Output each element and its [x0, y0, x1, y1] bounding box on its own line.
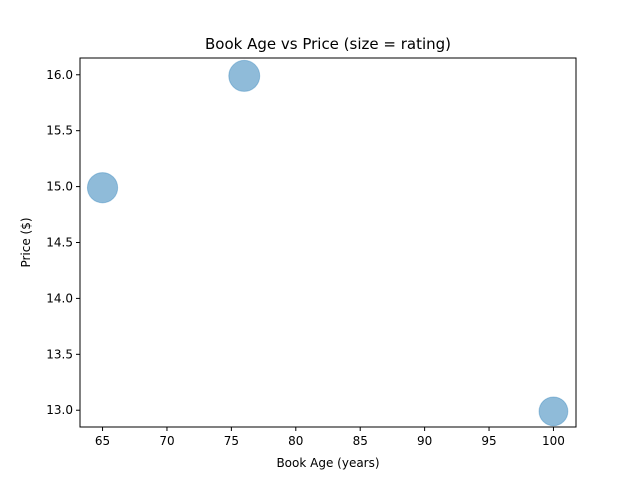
y-tick-label: 13.5	[46, 347, 73, 361]
chart-title: Book Age vs Price (size = rating)	[205, 35, 451, 53]
x-tick-label: 75	[224, 434, 239, 448]
axes-frame	[79, 57, 577, 428]
y-tick-label: 15.0	[46, 180, 73, 194]
plot-area	[86, 59, 569, 427]
y-axis-ticks: 13.0 13.5 14.0 14.5 15.0 15.5 16.0	[46, 68, 80, 417]
x-axis-label: Book Age (years)	[276, 456, 379, 470]
y-axis-label: Price ($)	[19, 217, 33, 267]
y-tick-label: 16.0	[46, 68, 73, 82]
x-tick-label: 70	[159, 434, 174, 448]
scatter-point	[86, 172, 119, 204]
x-tick-label: 80	[288, 434, 303, 448]
y-tick-label: 15.5	[46, 124, 73, 138]
x-tick-label: 65	[95, 434, 110, 448]
y-tick-label: 13.0	[46, 403, 73, 417]
y-tick-label: 14.5	[46, 236, 73, 250]
x-axis-ticks: 65 70 75 80 85 90 95 100	[95, 427, 565, 448]
x-tick-label: 90	[417, 434, 432, 448]
scatter-point	[538, 396, 569, 427]
scatter-point	[228, 59, 261, 92]
y-tick-label: 14.0	[46, 291, 73, 305]
x-tick-label: 100	[542, 434, 565, 448]
x-tick-label: 85	[353, 434, 368, 448]
x-tick-label: 95	[481, 434, 496, 448]
